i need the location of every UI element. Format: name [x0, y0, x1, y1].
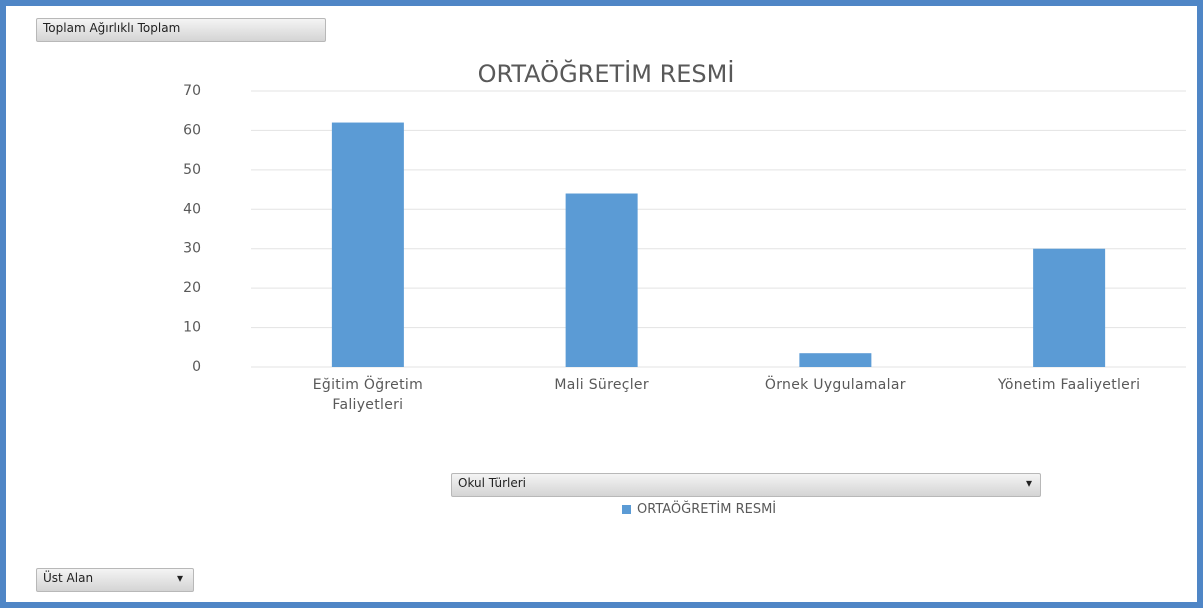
y-tick-label: 20 [183, 280, 201, 296]
y-tick-label: 60 [183, 122, 201, 138]
y-tick-label: 10 [183, 320, 201, 336]
x-tick-label: Yönetim Faaliyetleri [997, 377, 1141, 393]
legend-swatch [622, 505, 631, 514]
filter-icon: ▾ [1025, 476, 1032, 490]
bar [331, 122, 404, 368]
y-tick-label: 50 [183, 162, 201, 178]
filter-field-label: Üst Alan [43, 571, 94, 585]
bar [565, 193, 638, 367]
legend-label: ORTAÖĞRETİM RESMİ [637, 502, 777, 517]
filter-field-button[interactable]: Üst Alan ▾ [36, 568, 194, 592]
legend: ORTAÖĞRETİM RESMİ [622, 502, 776, 517]
y-tick-label: 0 [192, 359, 201, 375]
dropdown-icon: ▾ [176, 571, 183, 585]
chart: ORTAÖĞRETİM RESMİ 0 10 20 30 40 50 60 70 [183, 58, 1186, 375]
y-tick-label: 40 [183, 201, 201, 217]
chart-title: ORTAÖĞRETİM RESMİ [478, 58, 735, 88]
y-tick-label: 30 [183, 241, 201, 257]
x-tick-label: Eğitim Öğretim Faliyetleri [312, 377, 424, 413]
legend-field-button[interactable]: Okul Türleri ▾ [451, 473, 1041, 497]
bar [1033, 248, 1106, 367]
bar [799, 353, 872, 367]
x-tick-label: Örnek Uygulamalar [764, 377, 906, 393]
legend-item: ORTAÖĞRETİM RESMİ [622, 502, 776, 517]
x-tick-label: Mali Süreçler [554, 377, 649, 393]
y-tick-label: 70 [183, 83, 201, 99]
legend-field-label: Okul Türleri [458, 476, 526, 490]
values-field-button[interactable]: Toplam Ağırlıklı Toplam [36, 18, 326, 42]
